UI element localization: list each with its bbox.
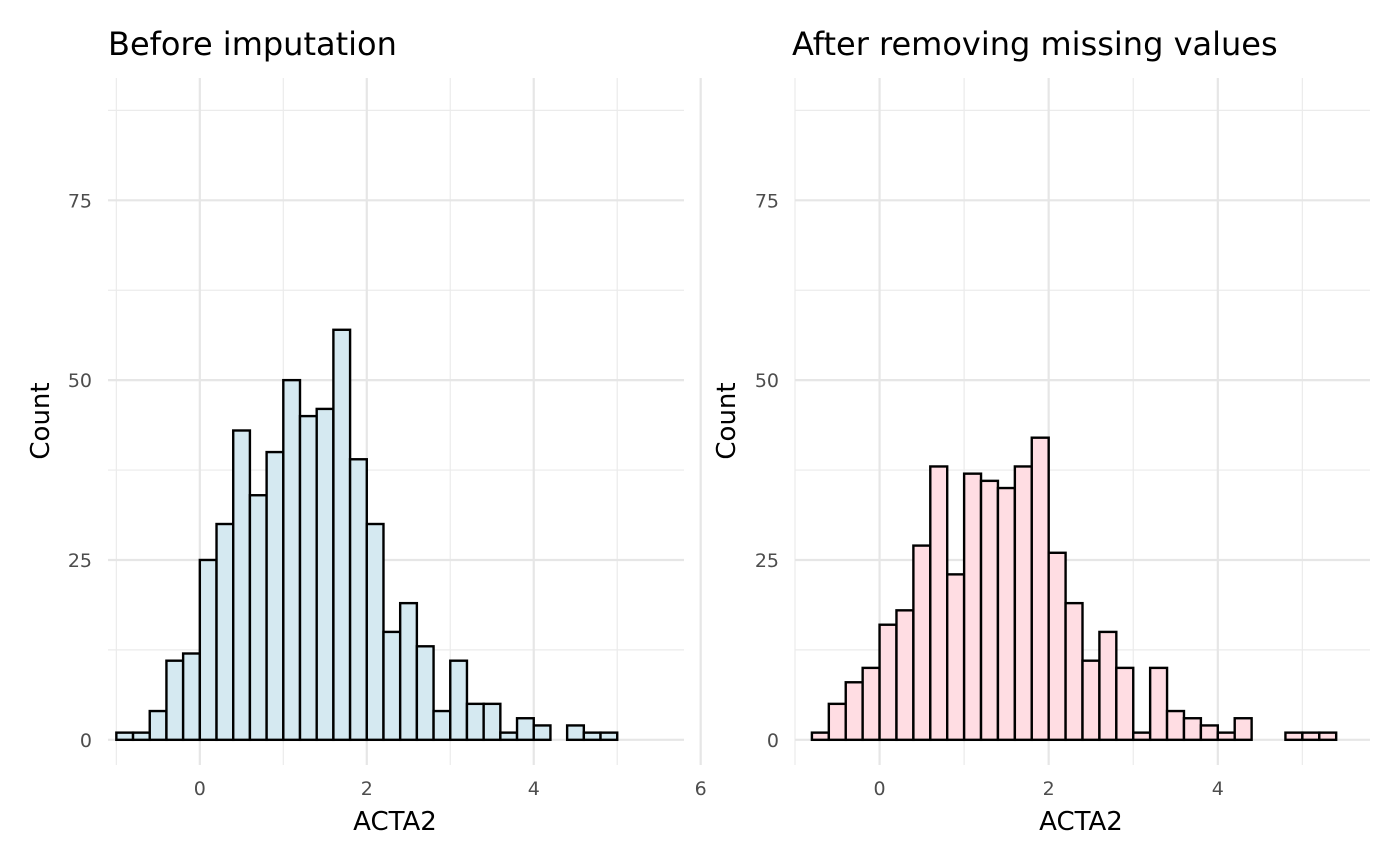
y-axis-label: Count [712, 382, 742, 459]
histogram-bar [515, 717, 535, 742]
histogram-bar [1284, 731, 1304, 742]
histogram-bar [282, 378, 302, 742]
histogram-bar [1148, 666, 1169, 742]
histogram-bar [1182, 717, 1203, 742]
histogram-bar [248, 494, 268, 742]
histogram-bar [432, 709, 452, 742]
histogram-bar [1064, 601, 1084, 742]
x-tick-label: 2 [361, 778, 373, 800]
panel-before-imputation: 0 2 4 6 0 25 50 75 Before imputation ACTA2 Cou… [26, 25, 707, 837]
histogram-bar [810, 731, 831, 742]
histogram-bar [398, 601, 419, 742]
histogram-bar [198, 558, 218, 742]
histogram-bar [532, 724, 552, 742]
histogram-bar [148, 709, 168, 742]
histogram-bar [861, 666, 881, 742]
y-tick-label: 25 [68, 550, 92, 572]
histogram-bar [946, 573, 966, 742]
histogram-bar [232, 429, 252, 742]
histogram-bars [115, 328, 619, 742]
histogram-bar [365, 522, 385, 742]
histogram-bar [499, 731, 519, 742]
x-tick-label: 6 [695, 778, 707, 800]
histogram-bar [482, 702, 502, 742]
x-tick-label: 0 [874, 778, 886, 800]
histogram-bar [382, 630, 402, 742]
histogram-bar [1233, 717, 1253, 742]
histogram-bar [465, 702, 485, 742]
histogram-bar [912, 544, 932, 742]
histogram-bar [1301, 731, 1321, 742]
histogram-bar [449, 659, 469, 742]
histogram-bar [1165, 709, 1186, 742]
histogram-bar [1115, 666, 1135, 742]
histogram-bar [1098, 630, 1118, 742]
x-tick-label: 2 [1043, 778, 1055, 800]
histogram-bar [827, 702, 847, 742]
x-axis-label: ACTA2 [353, 807, 437, 837]
panel-after-removing-missing: 0 2 4 0 25 50 75 After removing missing value… [712, 25, 1370, 837]
histogram-bar [1132, 731, 1152, 742]
y-tick-label: 50 [68, 370, 92, 392]
histogram-bar [348, 458, 368, 742]
histogram-bar [996, 486, 1017, 742]
histogram-bar [929, 465, 949, 742]
histogram-bar [115, 731, 135, 742]
histogram-bar [599, 731, 619, 742]
histogram-bars [810, 436, 1338, 742]
panel-title: After removing missing values [792, 25, 1278, 63]
y-tick-labels: 0 25 50 75 [755, 190, 779, 752]
histogram-bar [298, 414, 318, 742]
histogram-bar [1199, 724, 1219, 742]
y-tick-label: 0 [80, 730, 92, 752]
y-tick-label: 75 [68, 190, 92, 212]
x-tick-label: 4 [1212, 778, 1224, 800]
histogram-bar [1318, 731, 1338, 742]
histogram-bar [1216, 731, 1236, 742]
x-axis-label: ACTA2 [1039, 807, 1123, 837]
histogram-bar [265, 450, 285, 742]
histogram-bar [181, 652, 202, 742]
y-tick-labels: 0 25 50 75 [68, 190, 92, 752]
histogram-bar [165, 659, 185, 742]
histogram-bar [962, 472, 983, 742]
histogram-bar [1047, 551, 1067, 742]
y-tick-label: 50 [755, 370, 779, 392]
histogram-bar [844, 681, 864, 742]
histogram-bar [895, 609, 915, 742]
histogram-bar [332, 328, 352, 742]
histogram-bar [878, 623, 898, 742]
histogram-bar [979, 479, 1000, 742]
x-tick-labels: 0 2 4 6 [194, 778, 707, 800]
y-tick-label: 25 [755, 550, 779, 572]
panel-title: Before imputation [108, 25, 397, 63]
histogram-bar [1030, 436, 1050, 742]
histogram-bar [582, 731, 602, 742]
histogram-bar [1013, 465, 1033, 742]
y-tick-label: 0 [767, 730, 779, 752]
x-tick-label: 4 [528, 778, 540, 800]
histogram-bar [1081, 659, 1101, 742]
histogram-bar [415, 645, 435, 742]
y-axis-label: Count [26, 382, 56, 459]
histogram-bar [315, 407, 335, 742]
histogram-bar [131, 731, 151, 742]
histogram-bar [215, 522, 235, 742]
x-tick-labels: 0 2 4 [874, 778, 1224, 800]
x-tick-label: 0 [194, 778, 206, 800]
histogram-bar [565, 724, 586, 742]
y-tick-label: 75 [755, 190, 779, 212]
